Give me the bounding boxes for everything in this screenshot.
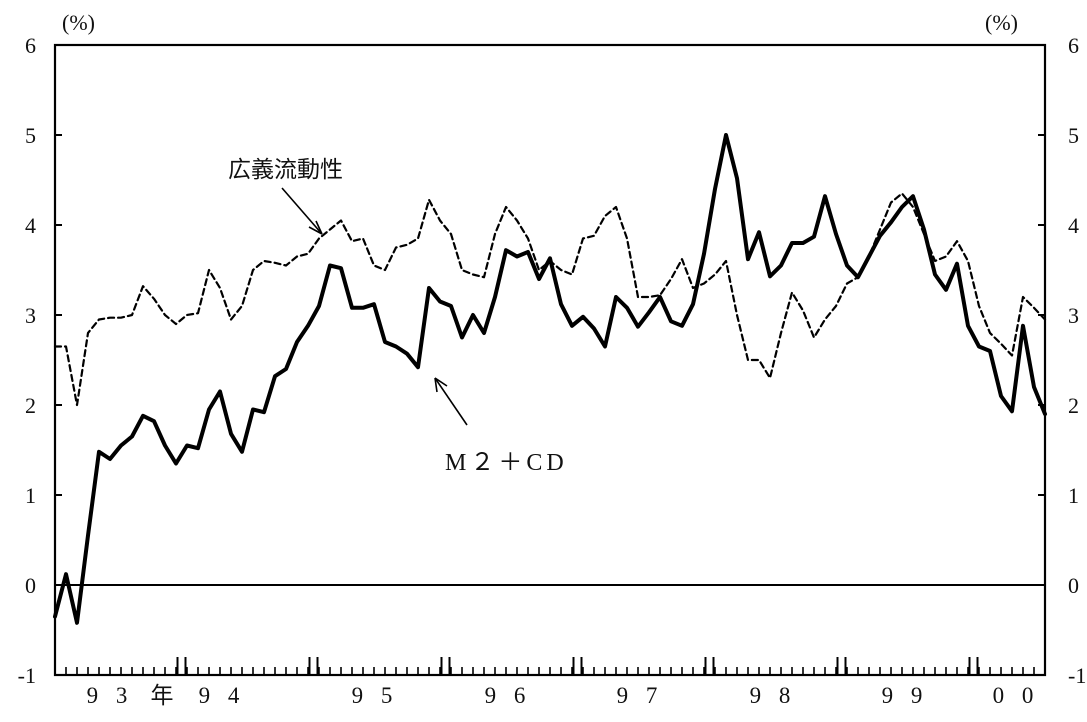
series-line-m2cd <box>53 133 1047 625</box>
series-line-broad-liquidity <box>53 192 1047 407</box>
y-tick-label-left: 2 <box>25 393 36 418</box>
annotation-m2cd-arrow <box>434 377 468 426</box>
x-year-label: 9 6 <box>485 683 532 708</box>
y-tick-label-right: 4 <box>1068 213 1079 238</box>
y-tick-label-left: 3 <box>25 303 36 328</box>
x-year-label: 9 4 <box>199 683 246 708</box>
y-tick-label-right: 6 <box>1068 33 1079 58</box>
y-tick-label-right: 0 <box>1068 573 1079 598</box>
y-tick-label-right: 5 <box>1068 123 1079 148</box>
x-year-label: 年 <box>151 683 180 708</box>
y-tick-label-left: 6 <box>25 33 36 58</box>
x-axis <box>54 657 1046 675</box>
annotation-broad-liquidity: 広義流動性 <box>228 157 343 235</box>
x-year-label: 0 0 <box>993 683 1040 708</box>
annotation-broad-liquidity-arrow <box>281 187 323 235</box>
y-tick-label-left: 4 <box>25 213 36 238</box>
annotation-m2cd-label: M２＋CD <box>445 450 568 476</box>
y-tick-label-left: 5 <box>25 123 36 148</box>
annotation-m2cd: M２＋CD <box>434 377 568 476</box>
x-year-label: 9 7 <box>617 683 664 708</box>
y-axis-left: -1 0 1 2 3 4 5 6 <box>18 33 62 688</box>
y-tick-label-left: -1 <box>18 663 36 688</box>
x-year-labels: 9 3 年 9 4 9 5 9 6 9 7 9 8 9 9 0 0 <box>87 683 1040 708</box>
x-year-label: 9 8 <box>750 683 797 708</box>
plot-frame <box>53 43 1047 677</box>
y-axis-right: -1 0 1 2 3 4 5 6 <box>1038 33 1086 688</box>
y-unit-left: (%) <box>62 10 95 35</box>
y-tick-label-left: 1 <box>25 483 36 508</box>
y-tick-label-right: 3 <box>1068 303 1079 328</box>
y-tick-label-right: 2 <box>1068 393 1079 418</box>
y-tick-label-right: 1 <box>1068 483 1079 508</box>
annotation-broad-liquidity-arrowhead <box>308 220 323 235</box>
series-group <box>53 133 1047 625</box>
x-year-label: 9 5 <box>352 683 399 708</box>
y-tick-label-right: -1 <box>1068 663 1086 688</box>
x-year-label: 9 9 <box>882 683 929 708</box>
y-tick-label-left: 0 <box>25 573 36 598</box>
x-year-label: 9 3 <box>87 683 134 708</box>
annotation-broad-liquidity-label: 広義流動性 <box>228 157 343 183</box>
annotation-m2cd-arrowhead <box>434 377 448 393</box>
y-unit-right: (%) <box>985 10 1018 35</box>
